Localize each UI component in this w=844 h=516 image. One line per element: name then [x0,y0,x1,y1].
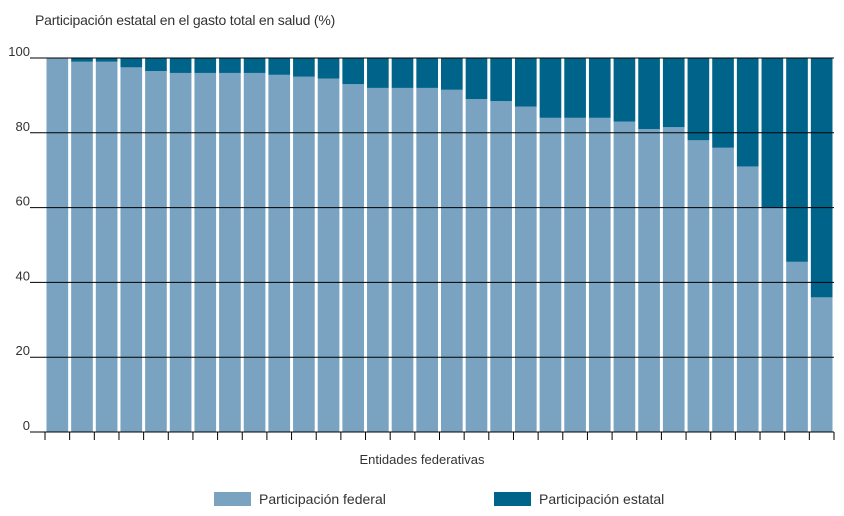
bar-estatal-12 [317,58,340,79]
bar-estatal-20 [514,58,537,107]
y-tick-label-60: 60 [16,194,30,209]
bar-estatal-10 [268,58,291,75]
bar-estatal-4 [120,58,143,68]
bar-federal-25 [638,129,660,432]
bar-estatal-28 [712,58,734,148]
bar-estatal-9 [243,58,266,73]
bar-federal-28 [712,147,734,432]
y-tick-label-100: 100 [8,44,30,59]
chart-title: Participación estatal en el gasto total … [35,12,336,28]
bar-federal-10 [268,74,291,432]
bar-federal-16 [416,87,438,433]
y-tick-label-40: 40 [16,268,30,283]
legend-label-federal: Participación federal [259,491,386,507]
bar-estatal-8 [219,58,241,73]
bar-federal-6 [169,72,192,433]
legend-label-estatal: Participación estatal [539,491,665,507]
bar-federal-31 [786,261,808,432]
bar-federal-18 [465,99,488,432]
bar-estatal-14 [367,58,389,88]
legend-swatch-federal [214,492,251,506]
bar-federal-27 [687,140,710,432]
bar-federal-26 [662,127,685,432]
legend-item-federal: Participación federal [214,491,386,507]
legend-item-estatal: Participación estatal [494,491,664,507]
bar-federal-20 [514,106,537,433]
bar-estatal-31 [786,58,808,262]
bar-estatal-32 [810,58,833,298]
bar-estatal-19 [490,58,512,102]
legend: Participación federal Participación esta… [0,491,844,511]
bar-estatal-6 [169,58,192,73]
bar-federal-19 [490,101,512,432]
legend-swatch-estatal [494,492,531,506]
bar-federal-32 [810,297,833,432]
bar-federal-3 [95,61,118,433]
bar-federal-23 [588,117,611,432]
bar-federal-11 [293,76,315,432]
bar-federal-15 [391,87,414,433]
bar-estatal-29 [736,58,759,167]
bar-federal-4 [120,67,143,432]
bar-federal-7 [194,72,217,433]
bar-estatal-2 [71,58,93,62]
bar-federal-29 [736,166,759,432]
bar-federal-8 [219,72,241,433]
bar-federal-13 [342,84,365,433]
bar-federal-12 [317,78,340,432]
bar-federal-22 [564,117,586,432]
bar-estatal-22 [564,58,586,118]
bar-federal-30 [761,207,784,432]
bar-estatal-21 [539,58,562,118]
y-tick-label-80: 80 [16,119,30,134]
bar-estatal-27 [687,58,710,141]
bar-federal-17 [441,89,463,432]
bar-federal-1 [46,58,69,432]
bar-estatal-24 [613,58,636,122]
bar-federal-5 [145,71,167,432]
bar-estatal-17 [441,58,463,90]
bar-estatal-25 [638,58,660,130]
bar-estatal-13 [342,58,365,85]
bar-estatal-23 [588,58,611,118]
bar-federal-21 [539,117,562,432]
bar-estatal-5 [145,58,167,72]
bar-estatal-18 [465,58,488,100]
bar-federal-14 [367,87,389,433]
bar-estatal-3 [95,58,118,62]
bar-estatal-7 [194,58,217,73]
bar-federal-2 [71,61,93,433]
x-axis-label: Entidades federativas [359,452,485,467]
bar-estatal-15 [391,58,414,88]
bar-federal-9 [243,72,266,433]
bar-estatal-26 [662,58,685,128]
bar-federal-24 [613,121,636,432]
y-tick-label-0: 0 [23,418,30,433]
y-tick-label-20: 20 [16,343,30,358]
bar-estatal-16 [416,58,438,88]
bar-estatal-11 [293,58,315,77]
